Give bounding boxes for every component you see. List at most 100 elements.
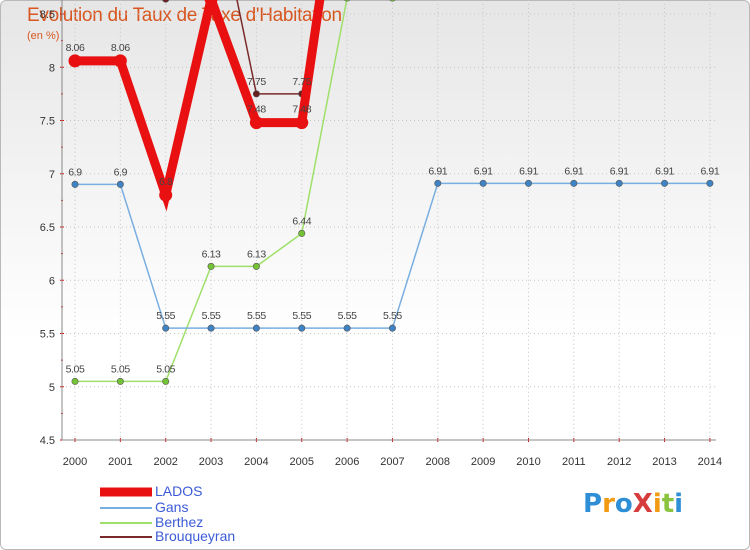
point-gans xyxy=(207,324,215,332)
logo-letter: t xyxy=(661,489,675,519)
series-line-berthez xyxy=(75,0,348,383)
point-lados xyxy=(68,54,82,68)
logo-letter: X xyxy=(632,489,653,519)
point-gans xyxy=(388,324,396,332)
x-tick-label: 2013 xyxy=(652,456,676,468)
data-label-lados: 7.48 xyxy=(247,104,266,116)
point-brouqueyran xyxy=(252,90,260,98)
point-berthez xyxy=(207,262,215,270)
legend-label-lados: LADOS xyxy=(155,483,203,499)
chart-subtitle: (en %) xyxy=(27,30,60,42)
data-label-gans: 5.55 xyxy=(338,310,357,322)
point-lados xyxy=(204,0,218,6)
data-label-berthez: 5.05 xyxy=(111,363,130,375)
point-gans xyxy=(615,179,623,187)
data-label-gans: 6.91 xyxy=(700,165,719,177)
legend-label-gans: Gans xyxy=(155,499,189,515)
point-gans xyxy=(343,324,351,332)
data-label-brouqueyran: 7.75 xyxy=(247,76,266,88)
data-label-gans: 5.55 xyxy=(202,310,221,322)
data-label-lados: 8.06 xyxy=(66,42,85,54)
data-label-berthez: 6.13 xyxy=(247,248,266,260)
chart-title: Evolution du Taux de Taxe d'Habitation xyxy=(27,5,342,26)
data-label-lados: 6.8 xyxy=(159,176,173,188)
logo-letter: r xyxy=(602,489,615,519)
data-label-gans: 6.91 xyxy=(474,165,493,177)
point-gans xyxy=(162,324,170,332)
point-berthez xyxy=(162,377,170,385)
data-label-lados: 7.48 xyxy=(292,104,311,116)
data-label-berthez: 6.44 xyxy=(292,215,311,227)
point-lados xyxy=(249,116,263,130)
logo-letter: i xyxy=(674,489,684,519)
logo-letter: o xyxy=(614,489,633,519)
point-lados xyxy=(113,54,127,68)
point-berthez xyxy=(298,229,306,237)
data-label-berthez: 6.13 xyxy=(202,248,221,260)
data-label-gans: 6.9 xyxy=(68,166,82,178)
point-gans xyxy=(298,324,306,332)
legend-label-brouqueyran: Brouqueyran xyxy=(155,528,236,544)
data-label-lados: 8.06 xyxy=(111,42,130,54)
logo-letter: P xyxy=(583,489,603,519)
x-tick-label: 2008 xyxy=(426,456,450,468)
x-tick-label: 2003 xyxy=(199,456,223,468)
point-gans xyxy=(524,179,532,187)
data-label-brouqueyran: 7.75 xyxy=(292,76,311,88)
x-tick-label: 2002 xyxy=(153,456,177,468)
x-tick-label: 2012 xyxy=(607,456,631,468)
x-tick-label: 2007 xyxy=(380,456,404,468)
data-label-gans: 6.91 xyxy=(519,165,538,177)
point-gans xyxy=(479,179,487,187)
point-lados xyxy=(159,188,173,202)
point-gans xyxy=(71,180,79,188)
y-tick-label: 8 xyxy=(49,62,55,74)
y-tick-label: 8.5 xyxy=(40,9,55,21)
x-tick-label: 2014 xyxy=(698,456,722,468)
data-label-gans: 6.9 xyxy=(114,166,128,178)
point-gans xyxy=(434,179,442,187)
x-tick-label: 2009 xyxy=(471,456,495,468)
data-label-gans: 5.55 xyxy=(156,310,175,322)
point-lados xyxy=(295,116,309,130)
point-berthez xyxy=(344,0,350,2)
series-line-lados xyxy=(75,0,325,212)
data-label-gans: 6.91 xyxy=(655,165,674,177)
data-label-gans: 6.91 xyxy=(428,165,447,177)
data-label-gans: 5.55 xyxy=(383,310,402,322)
logo-letter: i xyxy=(652,489,662,519)
x-tick-label: 2004 xyxy=(244,456,268,468)
data-label-gans: 6.91 xyxy=(610,165,629,177)
data-label-gans: 5.55 xyxy=(292,310,311,322)
point-brouqueyran xyxy=(162,0,170,3)
x-tick-label: 2001 xyxy=(108,456,132,468)
data-label-gans: 5.55 xyxy=(247,310,266,322)
point-gans xyxy=(661,179,669,187)
y-tick-label: 6 xyxy=(49,275,55,287)
point-gans xyxy=(706,179,714,187)
data-label-berthez: 5.05 xyxy=(156,363,175,375)
x-tick-label: 2011 xyxy=(562,456,586,468)
data-label-berthez: 5.05 xyxy=(66,363,85,375)
point-gans xyxy=(570,179,578,187)
data-label-gans: 6.91 xyxy=(564,165,583,177)
y-tick-label: 5.5 xyxy=(40,329,55,341)
point-gans xyxy=(116,180,124,188)
x-tick-label: 2010 xyxy=(516,456,540,468)
point-berthez xyxy=(389,0,396,2)
x-tick-label: 2005 xyxy=(290,456,314,468)
point-berthez xyxy=(116,377,124,385)
x-tick-label: 2006 xyxy=(335,456,359,468)
y-tick-label: 6.5 xyxy=(40,222,55,234)
y-tick-label: 5 xyxy=(49,382,55,394)
proxiti-logo: ProXiti xyxy=(583,489,683,519)
point-berthez xyxy=(71,377,79,385)
y-tick-label: 7.5 xyxy=(40,116,55,128)
point-gans xyxy=(252,324,260,332)
point-berthez xyxy=(252,262,260,270)
y-tick-label: 7 xyxy=(49,169,55,181)
y-tick-label: 4.5 xyxy=(40,435,55,447)
legend-label-berthez: Berthez xyxy=(155,514,204,530)
